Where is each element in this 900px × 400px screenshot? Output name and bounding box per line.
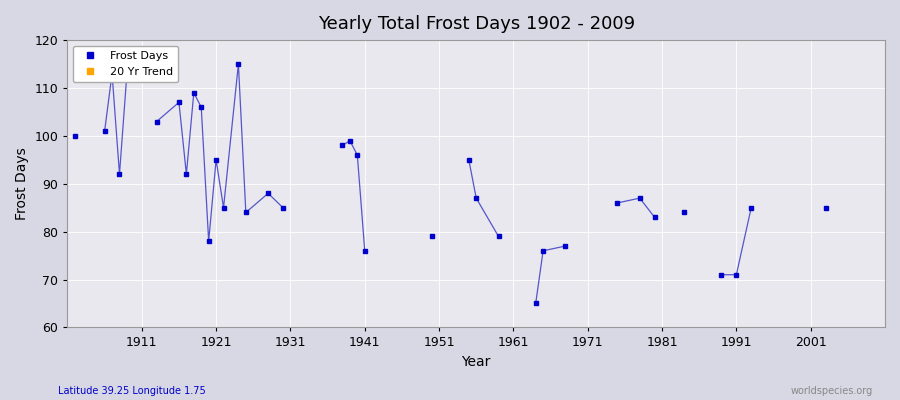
Text: worldspecies.org: worldspecies.org — [791, 386, 873, 396]
Y-axis label: Frost Days: Frost Days — [15, 147, 29, 220]
Legend: Frost Days, 20 Yr Trend: Frost Days, 20 Yr Trend — [73, 46, 178, 82]
X-axis label: Year: Year — [462, 355, 490, 369]
Title: Yearly Total Frost Days 1902 - 2009: Yearly Total Frost Days 1902 - 2009 — [318, 15, 634, 33]
Text: Latitude 39.25 Longitude 1.75: Latitude 39.25 Longitude 1.75 — [58, 386, 206, 396]
